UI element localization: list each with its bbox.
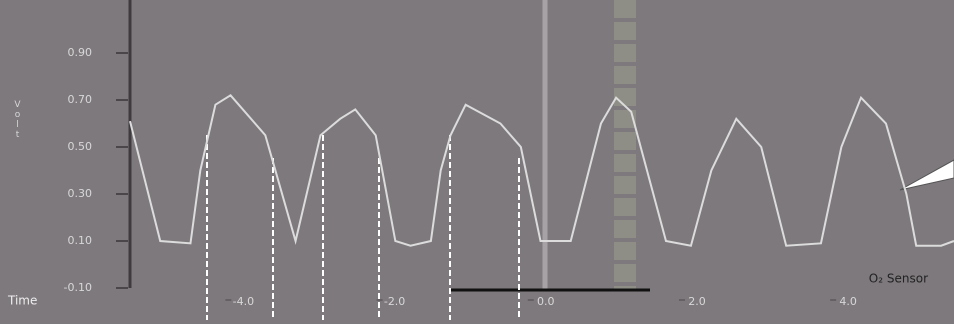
legend-label: O₂ Sensor [869,272,928,286]
y-tick-label: 0.30 [68,187,93,200]
callout [899,159,954,191]
x-tick-label: 4.0 [839,295,857,308]
y-tick-label: 0.70 [68,93,93,106]
x-axis-label: Time [7,294,37,308]
y-tick-label: 0.10 [68,234,93,247]
y-tick-label: 0.50 [68,140,93,153]
x-tick-label: 0.0 [537,295,555,308]
x-tick-label: -4.0 [233,295,254,308]
line [129,94,954,247]
x-tick-label: -2.0 [384,295,405,308]
y-tick-label: -0.10 [64,281,92,294]
trigger-markers [206,135,520,320]
x-tick-label: 2.0 [688,295,706,308]
y-tick-label: 0.90 [68,46,93,59]
y-axis-label: Volt [13,100,23,140]
